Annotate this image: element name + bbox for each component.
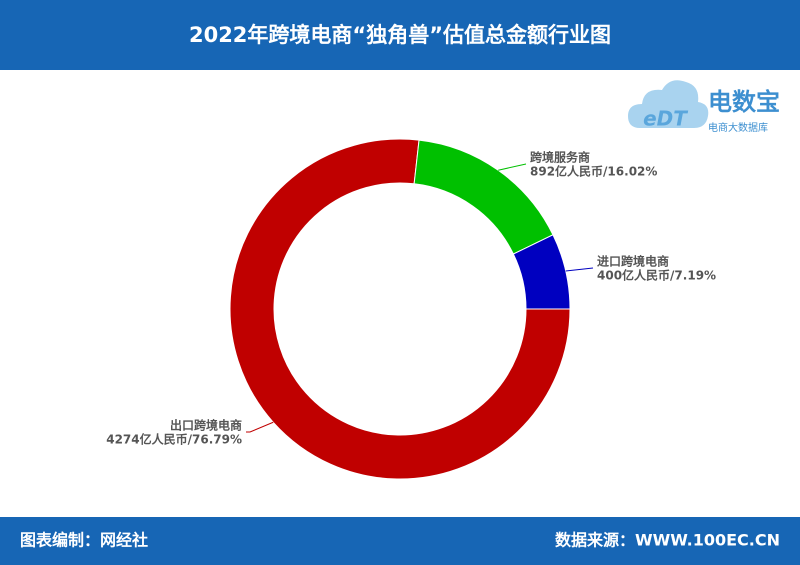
slice-value-label: 400亿人民币/7.19% [597,268,716,283]
donut-slice [512,234,571,310]
logo-name: 电数宝 [708,88,780,116]
footer-right: 数据来源：WWW.100EC.CN [555,531,780,550]
header-bar [0,0,800,70]
leader-line [565,267,594,272]
slice-name: 跨境服务商 [530,150,590,165]
logo-mark: eDT [643,107,688,131]
footer-left: 图表编制：网经社 [20,531,148,550]
donut-slice [229,138,571,480]
logo-tagline: 电商大数据库 [708,121,768,134]
footer-bar [0,517,800,565]
logo: eDT 电数宝 电商大数据库 [628,80,780,134]
leader-line [246,421,274,433]
slice-name: 进口跨境电商 [597,254,669,269]
slice-value-label: 4274亿人民币/76.79% [106,432,242,447]
slice-name: 出口跨境电商 [170,418,242,433]
logo-cloud [628,80,709,128]
slice-value-label: 892亿人民币/16.02% [530,164,657,179]
leader-line [498,163,527,171]
title: 2022年跨境电商“独角兽”估值总金额行业图 [189,23,611,47]
